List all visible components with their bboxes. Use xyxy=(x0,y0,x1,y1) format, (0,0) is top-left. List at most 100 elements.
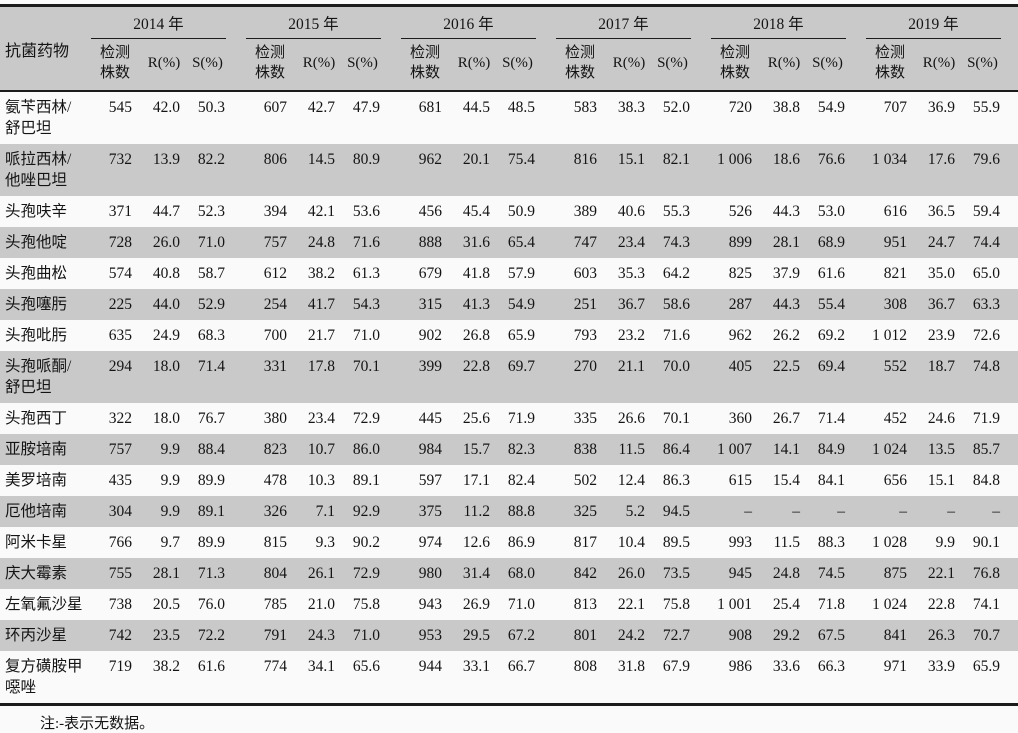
s-percent-cell: 54.9 xyxy=(507,296,535,313)
s-percent-cell: 66.7 xyxy=(507,658,535,675)
count-cell: 747 xyxy=(573,234,597,251)
s-percent-cell: 71.6 xyxy=(352,234,380,251)
s-percent-cell: 61.3 xyxy=(352,265,380,282)
column-spacer xyxy=(694,465,708,496)
count-cell: 808 xyxy=(573,658,597,675)
r-percent-cell: 31.8 xyxy=(617,658,645,675)
column-spacer xyxy=(694,527,708,558)
s-percent-cell: 63.3 xyxy=(972,296,1000,313)
count-header-label: 检测株数 xyxy=(100,45,131,81)
count-cell: 435 xyxy=(108,472,132,489)
count-cell: 635 xyxy=(108,327,132,344)
column-spacer xyxy=(539,496,553,527)
s-percent-cell: 50.3 xyxy=(197,99,225,116)
s-percent-cell: 71.3 xyxy=(197,565,225,582)
column-spacer xyxy=(384,558,398,589)
s-percent-cell: 82.3 xyxy=(507,441,535,458)
r-percent-cell: 22.8 xyxy=(927,596,955,613)
s-percent-cell: 82.1 xyxy=(662,151,690,168)
s-percent-cell: 76.7 xyxy=(197,410,225,427)
drug-name-cell: 头孢吡肟 xyxy=(5,327,68,344)
column-spacer xyxy=(539,403,553,434)
count-cell: 681 xyxy=(418,99,442,116)
column-spacer xyxy=(694,320,708,351)
r-percent-cell: 18.7 xyxy=(927,358,955,375)
r-percent-cell: 23.2 xyxy=(617,327,645,344)
r-header-label: R(%) xyxy=(457,54,491,71)
r-header-label: R(%) xyxy=(767,54,801,71)
corner-header: 抗菌药物 xyxy=(0,5,88,92)
r-percent-cell: 23.9 xyxy=(927,327,955,344)
r-percent-cell: 9.9 xyxy=(160,472,180,489)
r-percent-cell: 17.1 xyxy=(462,472,490,489)
r-percent-cell: 12.4 xyxy=(617,472,645,489)
r-percent-cell: 21.7 xyxy=(307,327,335,344)
drug-name-cell: 头孢他啶 xyxy=(5,234,68,251)
count-cell: 304 xyxy=(108,503,132,520)
r-percent-cell: 9.7 xyxy=(160,534,180,551)
s-percent-cell: 71.0 xyxy=(352,627,380,644)
column-spacer xyxy=(694,403,708,434)
r-percent-cell: 24.3 xyxy=(307,627,335,644)
column-spacer xyxy=(1004,403,1018,434)
s-percent-cell: 71.9 xyxy=(972,410,1000,427)
r-header: R(%) xyxy=(142,39,186,92)
r-percent-cell: 23.4 xyxy=(617,234,645,251)
r-percent-cell: 44.0 xyxy=(152,296,180,313)
column-spacer xyxy=(384,496,398,527)
r-percent-cell: 24.2 xyxy=(617,627,645,644)
column-spacer xyxy=(539,620,553,651)
count-cell: 1 006 xyxy=(717,151,752,168)
s-header: S(%) xyxy=(496,39,539,92)
count-cell: 943 xyxy=(418,596,442,613)
s-percent-cell: 68.9 xyxy=(817,234,845,251)
column-spacer xyxy=(384,196,398,227)
count-cell: 502 xyxy=(573,472,597,489)
r-percent-cell: 36.7 xyxy=(927,296,955,313)
year-label: 2014 年 xyxy=(91,7,226,39)
s-percent-cell: 71.9 xyxy=(507,410,535,427)
column-spacer xyxy=(849,434,863,465)
column-spacer xyxy=(384,434,398,465)
column-spacer xyxy=(694,620,708,651)
column-spacer xyxy=(539,527,553,558)
s-header: S(%) xyxy=(651,39,694,92)
s-percent-cell: 55.4 xyxy=(817,296,845,313)
count-cell: 452 xyxy=(883,410,907,427)
count-cell: 875 xyxy=(883,565,907,582)
count-cell: 1 012 xyxy=(872,327,907,344)
column-spacer xyxy=(539,196,553,227)
s-percent-cell: 82.2 xyxy=(197,151,225,168)
year-label: 2019 年 xyxy=(866,7,1001,39)
count-cell: 1 024 xyxy=(872,596,907,613)
count-cell: 984 xyxy=(418,441,442,458)
s-percent-cell: 70.1 xyxy=(352,358,380,375)
count-cell: 842 xyxy=(573,565,597,582)
table-row: 庆大霉素 755 28.1 71.3 804 26.1 72.9 980 31.4 68.0 842… xyxy=(0,558,1018,589)
count-cell: 612 xyxy=(263,265,287,282)
column-spacer xyxy=(1004,620,1018,651)
count-cell: 980 xyxy=(418,565,442,582)
s-percent-cell: 58.7 xyxy=(197,265,225,282)
table-row: 氨苄西林/舒巴坦 545 42.0 50.3 607 42.7 47.9 681 44.5 48.… xyxy=(0,91,1018,144)
column-spacer xyxy=(1004,258,1018,289)
s-percent-cell: 53.6 xyxy=(352,203,380,220)
count-cell: 478 xyxy=(263,472,287,489)
column-spacer xyxy=(849,258,863,289)
year-label: 2015 年 xyxy=(246,7,381,39)
r-percent-cell: 18.6 xyxy=(772,151,800,168)
s-percent-cell: 70.0 xyxy=(662,358,690,375)
r-percent-cell: 7.1 xyxy=(315,503,335,520)
column-spacer xyxy=(694,258,708,289)
s-percent-cell: 75.4 xyxy=(507,151,535,168)
column-spacer xyxy=(229,289,243,320)
s-percent-cell: 72.9 xyxy=(352,410,380,427)
count-cell: 816 xyxy=(573,151,597,168)
count-header-label: 检测株数 xyxy=(875,45,906,81)
count-header: 检测株数 xyxy=(243,39,297,92)
count-cell: 945 xyxy=(728,565,752,582)
count-cell: 813 xyxy=(573,596,597,613)
drug-name-cell: 氨苄西林/舒巴坦 xyxy=(5,99,72,137)
column-spacer xyxy=(229,465,243,496)
corner-header-label: 抗菌药物 xyxy=(5,42,70,60)
